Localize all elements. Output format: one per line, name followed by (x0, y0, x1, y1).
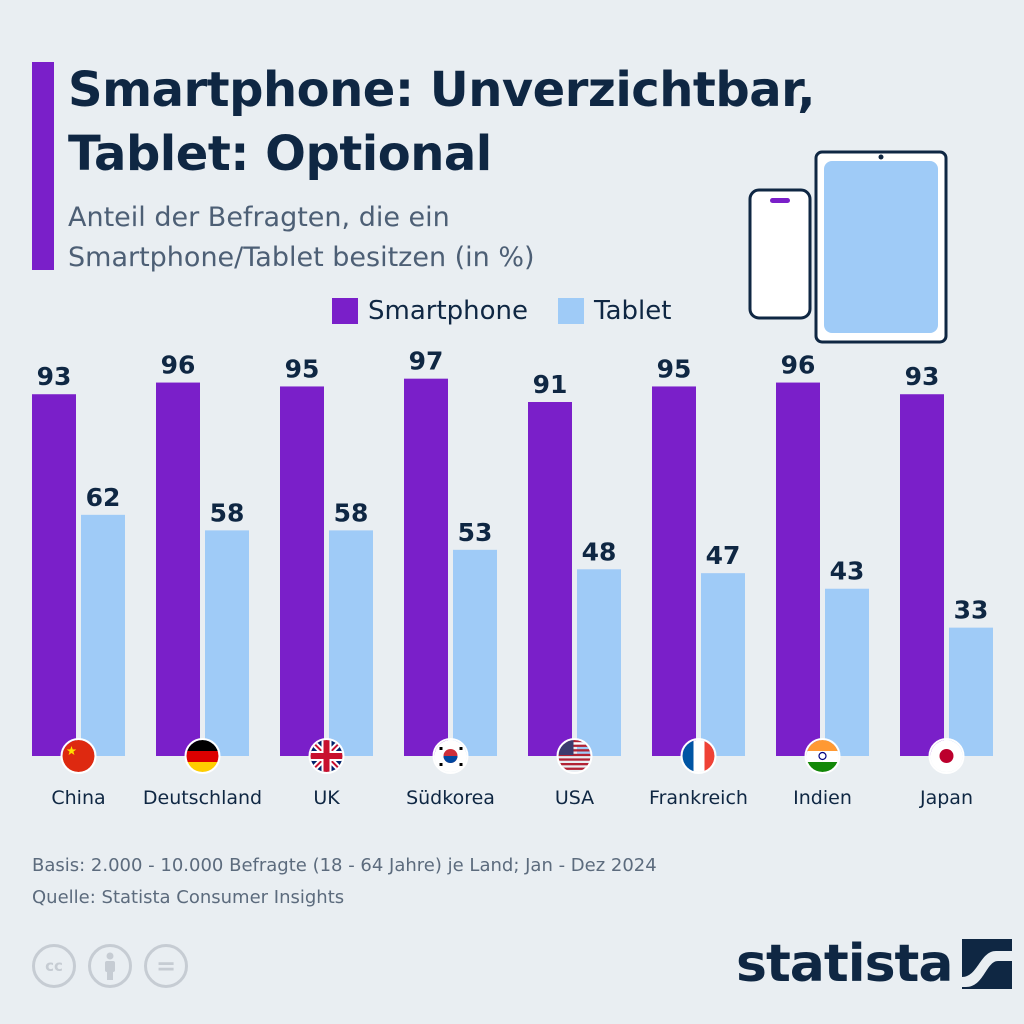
germany-flag-icon (184, 738, 221, 774)
france-flag-icon (680, 738, 717, 774)
category-label-4: USA (555, 787, 594, 809)
legend-item-smartphone: Smartphone (332, 296, 528, 326)
chart-title-line-1: Smartphone: Unverzichtbar, (68, 62, 815, 118)
bar-smartphone-0 (32, 394, 76, 756)
bar-smartphone-5 (652, 386, 696, 756)
basis-note: Basis: 2.000 - 10.000 Befragte (18 - 64 … (32, 855, 657, 876)
value-label-tablet-3: 53 (458, 518, 493, 547)
china-flag-icon (60, 738, 97, 774)
bar-tablet-2 (329, 530, 373, 756)
bar-chart: 93 62 China 96 58 Deutschland 95 58 UK 97 53 Südkor… (32, 347, 993, 809)
statista-brand: statista (736, 934, 1013, 994)
value-label-smartphone-4: 91 (533, 370, 568, 399)
category-label-3: Südkorea (406, 787, 495, 809)
value-label-tablet-4: 48 (582, 537, 617, 566)
value-label-tablet-0: 62 (86, 483, 121, 512)
category-label-2: UK (313, 787, 340, 809)
bar-smartphone-1 (156, 382, 200, 756)
legend-swatch-tablet (558, 298, 585, 324)
value-label-smartphone-3: 97 (409, 347, 444, 376)
value-label-tablet-2: 58 (334, 498, 369, 527)
footnote: Basis: 2.000 - 10.000 Befragte (18 - 64 … (32, 850, 657, 914)
uk-flag-icon (308, 738, 345, 774)
legend-swatch-smartphone (332, 298, 358, 324)
value-label-smartphone-6: 96 (781, 351, 816, 380)
chart-subtitle-line-2: Smartphone/Tablet besitzen (in %) (68, 242, 535, 273)
value-label-smartphone-7: 93 (905, 362, 940, 391)
source-note: Quelle: Statista Consumer Insights (32, 887, 345, 908)
bar-tablet-6 (825, 588, 869, 756)
title-accent-bar (32, 62, 54, 270)
bar-smartphone-3 (404, 378, 448, 756)
statista-wordmark: statista (736, 934, 953, 994)
bar-smartphone-7 (900, 394, 944, 756)
value-label-tablet-5: 47 (706, 541, 741, 570)
india-flag-icon (804, 738, 841, 774)
attribution-person-icon (88, 944, 132, 988)
bar-tablet-5 (701, 573, 745, 756)
category-label-7: Japan (919, 787, 973, 809)
bar-smartphone-4 (528, 402, 572, 756)
bar-tablet-3 (453, 549, 497, 756)
bar-smartphone-6 (776, 382, 820, 756)
category-label-5: Frankreich (649, 787, 748, 809)
value-label-smartphone-0: 93 (37, 362, 72, 391)
license-icons: cc = (32, 944, 200, 988)
japan-flag-icon (928, 738, 965, 774)
value-label-smartphone-2: 95 (285, 354, 320, 383)
chart-subtitle-line-1: Anteil der Befragten, die ein (68, 202, 450, 233)
value-label-smartphone-1: 96 (161, 351, 196, 380)
chart-legend: Smartphone Tablet (332, 296, 701, 326)
chart-title: Smartphone: Unverzichtbar, Tablet: Optio… (68, 58, 815, 186)
chart-title-line-2: Tablet: Optional (68, 126, 492, 182)
usa-flag-icon (556, 738, 593, 774)
value-label-tablet-7: 33 (954, 596, 989, 625)
category-label-6: Indien (793, 787, 852, 809)
bar-tablet-7 (949, 627, 993, 756)
value-label-tablet-1: 58 (210, 498, 245, 527)
no-derivatives-icon: = (144, 944, 188, 988)
south-korea-flag-icon (432, 738, 469, 774)
category-label-0: China (51, 787, 105, 809)
value-label-tablet-6: 43 (830, 557, 865, 586)
bar-tablet-1 (205, 530, 249, 756)
creative-commons-icon: cc (32, 944, 76, 988)
bar-smartphone-2 (280, 386, 324, 756)
tablet-icon (814, 150, 948, 344)
devices-illustration (748, 150, 948, 344)
legend-label-smartphone: Smartphone (368, 296, 529, 326)
legend-label-tablet: Tablet (594, 296, 672, 326)
category-label-1: Deutschland (143, 787, 262, 809)
value-label-smartphone-5: 95 (657, 354, 692, 383)
statista-logo-icon (962, 939, 1013, 989)
person-glyph-icon (105, 952, 115, 980)
legend-item-tablet: Tablet (558, 296, 671, 326)
smartphone-icon (748, 188, 812, 320)
chart-subtitle: Anteil der Befragten, die ein Smartphone… (68, 198, 535, 278)
bar-tablet-4 (577, 569, 621, 756)
bar-tablet-0 (81, 514, 125, 756)
